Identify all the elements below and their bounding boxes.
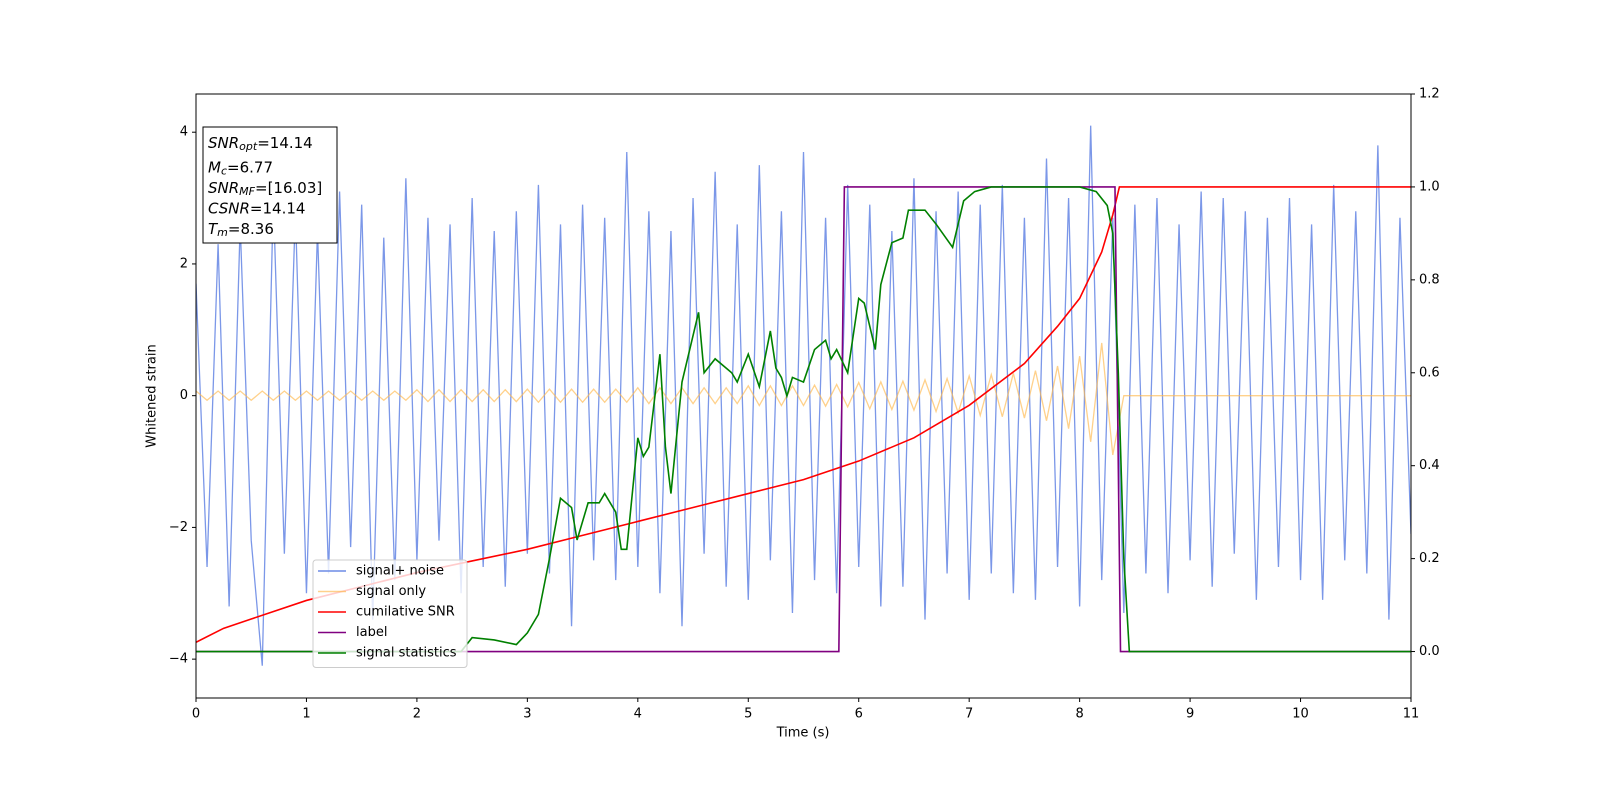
series-line — [196, 186, 1411, 653]
x-tick-label: 2 — [413, 707, 421, 722]
legend: signal+ noise signal only cumilative SNR la… — [312, 559, 468, 668]
stats-text: =6.77 — [227, 158, 273, 176]
y2-tick-label: 0.8 — [1419, 272, 1440, 287]
y2-tick-label: 0.4 — [1419, 458, 1440, 473]
series-line — [196, 125, 1411, 666]
stats-name: SNR — [208, 179, 239, 197]
stats-sub: m — [217, 226, 228, 239]
series-line — [196, 342, 1411, 456]
legend-label: signal statistics — [356, 646, 457, 661]
y-axis-label: Whitened strain — [145, 344, 160, 447]
legend-label: signal+ noise — [356, 564, 444, 579]
x-tick-label: 0 — [192, 707, 200, 722]
x-tick-label: 3 — [523, 707, 531, 722]
x-tick-label: 10 — [1292, 707, 1309, 722]
stats-text: =14.14 — [257, 134, 313, 152]
x-tick-label: 4 — [634, 707, 642, 722]
stats-line: CSNR=14.14 — [208, 199, 305, 217]
y-tick-label: 0 — [180, 388, 188, 403]
stats-name: M — [208, 158, 221, 176]
x-tick-label: 8 — [1075, 707, 1083, 722]
y-tick-label: −2 — [169, 520, 188, 535]
stats-sub: opt — [239, 140, 258, 153]
y-tick-label: 4 — [180, 125, 188, 140]
y2-tick-label: 0.2 — [1419, 551, 1440, 566]
stats-name: T — [208, 220, 219, 238]
legend-label: label — [356, 625, 387, 640]
legend-label: signal only — [356, 584, 426, 599]
stats-name: SNR — [208, 134, 239, 152]
stats-sub: c — [221, 165, 227, 178]
x-tick-label: 6 — [855, 707, 863, 722]
x-tick-label: 9 — [1186, 707, 1194, 722]
x-tick-label: 5 — [744, 707, 752, 722]
axes: 0 1 2 3 4 5 6 7 8 9 10 11 −4 −2 0 2 4 0.0 0.2 0.4 0.6 0.8 1.0 1… — [169, 87, 1440, 722]
stats-line: SNRMF=[16.03] — [208, 179, 322, 199]
y2-tick-label: 0.0 — [1419, 644, 1440, 659]
stats-line: SNRopt=14.14 — [208, 134, 313, 154]
x-tick-label: 7 — [965, 707, 973, 722]
stats-line: Tm=8.36 — [208, 220, 274, 240]
stats-line: Mc=6.77 — [208, 158, 273, 178]
x-tick-label: 11 — [1403, 707, 1420, 722]
stats-name: CSNR — [208, 199, 250, 217]
y2-tick-label: 1.0 — [1419, 179, 1440, 194]
stats-text: =14.14 — [250, 199, 306, 217]
legend-frame — [312, 559, 468, 668]
stats-sub: MF — [239, 185, 255, 198]
x-axis-label: Time (s) — [776, 726, 830, 741]
x-tick-label: 1 — [302, 707, 310, 722]
stats-text: =[16.03] — [255, 179, 322, 197]
stats-text: =8.36 — [228, 220, 274, 238]
stats-box: SNRopt=14.14Mc=6.77SNRMF=[16.03]CSNR=14.… — [202, 126, 338, 244]
legend-label: cumilative SNR — [356, 605, 455, 620]
y-tick-label: −4 — [169, 652, 188, 667]
y2-tick-label: 1.2 — [1419, 87, 1440, 102]
stats-frame — [202, 126, 338, 244]
y2-tick-label: 0.6 — [1419, 365, 1440, 380]
y-tick-label: 2 — [180, 256, 188, 271]
